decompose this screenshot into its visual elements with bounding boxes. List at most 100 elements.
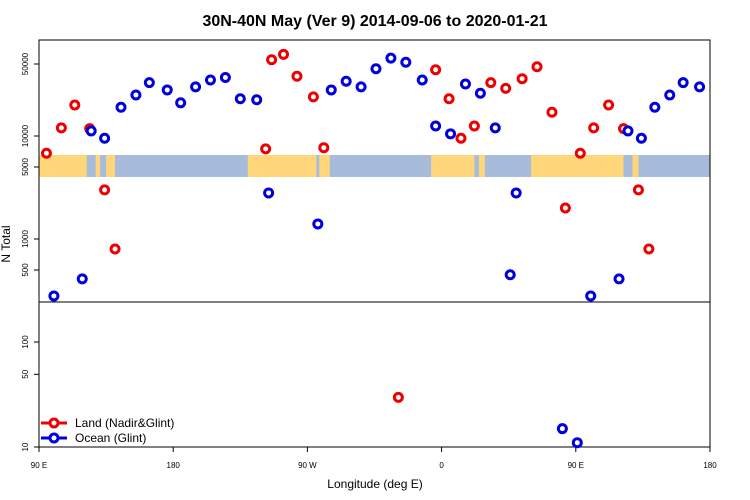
chart-title: 30N-40N May (Ver 9) 2014-09-06 to 2020-0… <box>202 13 547 30</box>
ocean-point <box>161 84 173 96</box>
ocean-point <box>694 81 706 93</box>
ocean-point <box>445 128 457 140</box>
ocean-point <box>571 437 583 449</box>
land-point <box>55 122 67 134</box>
x-axis-label: Longitude (deg E) <box>327 477 422 491</box>
ocean-point <box>85 125 97 137</box>
ocean-point <box>143 77 155 89</box>
ocean-point <box>325 84 337 96</box>
y-tick-label: 50 <box>21 369 30 378</box>
ocean-point <box>355 81 367 93</box>
land-point <box>109 243 121 255</box>
ocean-point <box>430 120 442 132</box>
ocean-point <box>416 74 428 86</box>
y-axis-label: N Total <box>0 225 13 262</box>
land-point <box>546 106 558 118</box>
x-tick-label: 180 <box>703 461 717 470</box>
legend-marker-ocean <box>48 432 60 444</box>
ocean-point <box>312 218 324 230</box>
land-point <box>468 120 480 132</box>
ocean-point <box>370 63 382 75</box>
land-point <box>40 147 52 159</box>
y-tick-label: 100 <box>21 335 30 349</box>
ocean-point <box>76 273 88 285</box>
ocean-point <box>613 273 625 285</box>
x-tick-label: 90 E <box>31 461 47 470</box>
y-axis: 10 50 100 500 1000 5000 10000 50000 <box>21 52 39 451</box>
land-point <box>291 70 303 82</box>
land-segment <box>531 155 624 177</box>
ocean-point <box>474 87 486 99</box>
ocean-point <box>489 122 501 134</box>
ocean-point <box>99 132 111 144</box>
ocean-point <box>677 77 689 89</box>
land-point <box>392 391 404 403</box>
y-tick-label: 50000 <box>21 52 30 75</box>
land-point <box>643 243 655 255</box>
land-point <box>307 91 319 103</box>
ocean-point <box>190 81 202 93</box>
land-segment <box>431 155 475 177</box>
x-axis: 90 E 180 90 W 0 90 E 180 <box>31 447 717 470</box>
ocean-point <box>649 101 661 113</box>
land-point <box>99 184 111 196</box>
ocean-point <box>385 52 397 64</box>
land-point <box>455 132 467 144</box>
land-segment <box>478 155 485 177</box>
ocean-point <box>585 290 597 302</box>
ocean-point <box>115 101 127 113</box>
ocean-point <box>635 132 647 144</box>
ocean-point <box>130 89 142 101</box>
land-point <box>500 82 512 94</box>
land-segment <box>39 155 87 177</box>
plot-frame <box>38 39 711 448</box>
land-point <box>443 93 455 105</box>
land-point <box>516 73 528 85</box>
x-tick-label: 90 E <box>568 461 584 470</box>
legend: Land (Nadir&Glint) Ocean (Glint) <box>41 416 174 445</box>
land-point <box>632 184 644 196</box>
land-segment <box>106 155 116 177</box>
ocean-point <box>340 75 352 87</box>
land-segment <box>95 155 101 177</box>
ocean-point <box>48 290 60 302</box>
legend-label-land: Land (Nadir&Glint) <box>75 416 174 430</box>
ocean-point <box>263 187 275 199</box>
data-points <box>40 48 706 449</box>
x-tick-label: 90 W <box>298 461 317 470</box>
world-map-strip <box>39 155 710 177</box>
land-segment <box>319 155 330 177</box>
y-tick-label: 500 <box>21 263 30 277</box>
land-point <box>485 77 497 89</box>
land-point <box>574 147 586 159</box>
ocean-point <box>234 93 246 105</box>
land-point <box>266 54 278 66</box>
ocean-point <box>556 423 568 435</box>
y-tick-label: 10000 <box>21 124 30 147</box>
legend-label-ocean: Ocean (Glint) <box>75 431 146 445</box>
land-point <box>318 142 330 154</box>
land-point <box>278 48 290 60</box>
land-point <box>69 99 81 111</box>
ocean-point <box>219 71 231 83</box>
x-tick-label: 180 <box>167 461 181 470</box>
ocean-point <box>204 74 216 86</box>
land-segment <box>632 155 639 177</box>
ocean-point <box>400 56 412 68</box>
y-tick-label: 5000 <box>21 158 30 176</box>
land-segment <box>247 155 317 177</box>
ocean-point <box>622 125 634 137</box>
land-point <box>430 64 442 76</box>
land-point <box>531 61 543 73</box>
y-tick-label: 1000 <box>21 230 30 248</box>
x-tick-label: 0 <box>439 461 444 470</box>
land-point <box>603 99 615 111</box>
ocean-point <box>664 89 676 101</box>
ocean-point <box>251 94 263 106</box>
land-point <box>588 122 600 134</box>
land-point <box>260 143 272 155</box>
ocean-point <box>459 78 471 90</box>
land-point <box>559 202 571 214</box>
ocean-point <box>510 187 522 199</box>
